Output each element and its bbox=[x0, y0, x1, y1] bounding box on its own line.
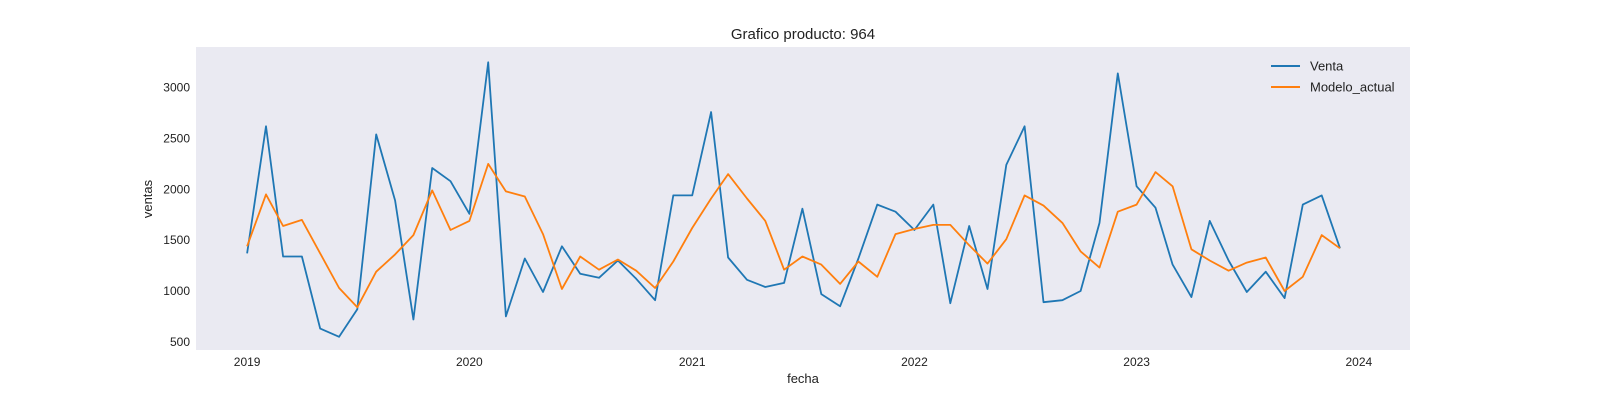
y-tick-label: 1500 bbox=[163, 233, 190, 247]
chart-title: Grafico producto: 964 bbox=[731, 26, 875, 43]
y-tick-label: 3000 bbox=[163, 81, 190, 95]
series-layer bbox=[246, 61, 1341, 338]
series-line-venta bbox=[246, 61, 1341, 338]
y-axis: 500 1000 1500 2000 2500 3000 bbox=[163, 81, 190, 349]
y-tick-label: 2000 bbox=[163, 182, 190, 196]
plot-area bbox=[196, 47, 1410, 350]
y-tick-label: 2500 bbox=[163, 132, 190, 146]
y-tick-label: 1000 bbox=[163, 284, 190, 298]
y-axis-label: ventas bbox=[140, 179, 155, 218]
legend-label: Modelo_actual bbox=[1310, 80, 1395, 95]
legend: Venta Modelo_actual bbox=[1271, 59, 1395, 95]
x-axis: 2019 2020 2021 2022 2023 2024 bbox=[234, 355, 1373, 369]
series-line-modelo-actual bbox=[246, 162, 1341, 309]
x-axis-label: fecha bbox=[787, 371, 820, 386]
x-tick-label: 2019 bbox=[234, 355, 261, 369]
x-tick-label: 2022 bbox=[901, 355, 928, 369]
x-tick-label: 2020 bbox=[456, 355, 483, 369]
x-tick-label: 2021 bbox=[679, 355, 706, 369]
x-tick-label: 2023 bbox=[1123, 355, 1150, 369]
legend-label: Venta bbox=[1310, 59, 1344, 74]
x-tick-label: 2024 bbox=[1346, 355, 1373, 369]
y-tick-label: 500 bbox=[170, 335, 190, 349]
